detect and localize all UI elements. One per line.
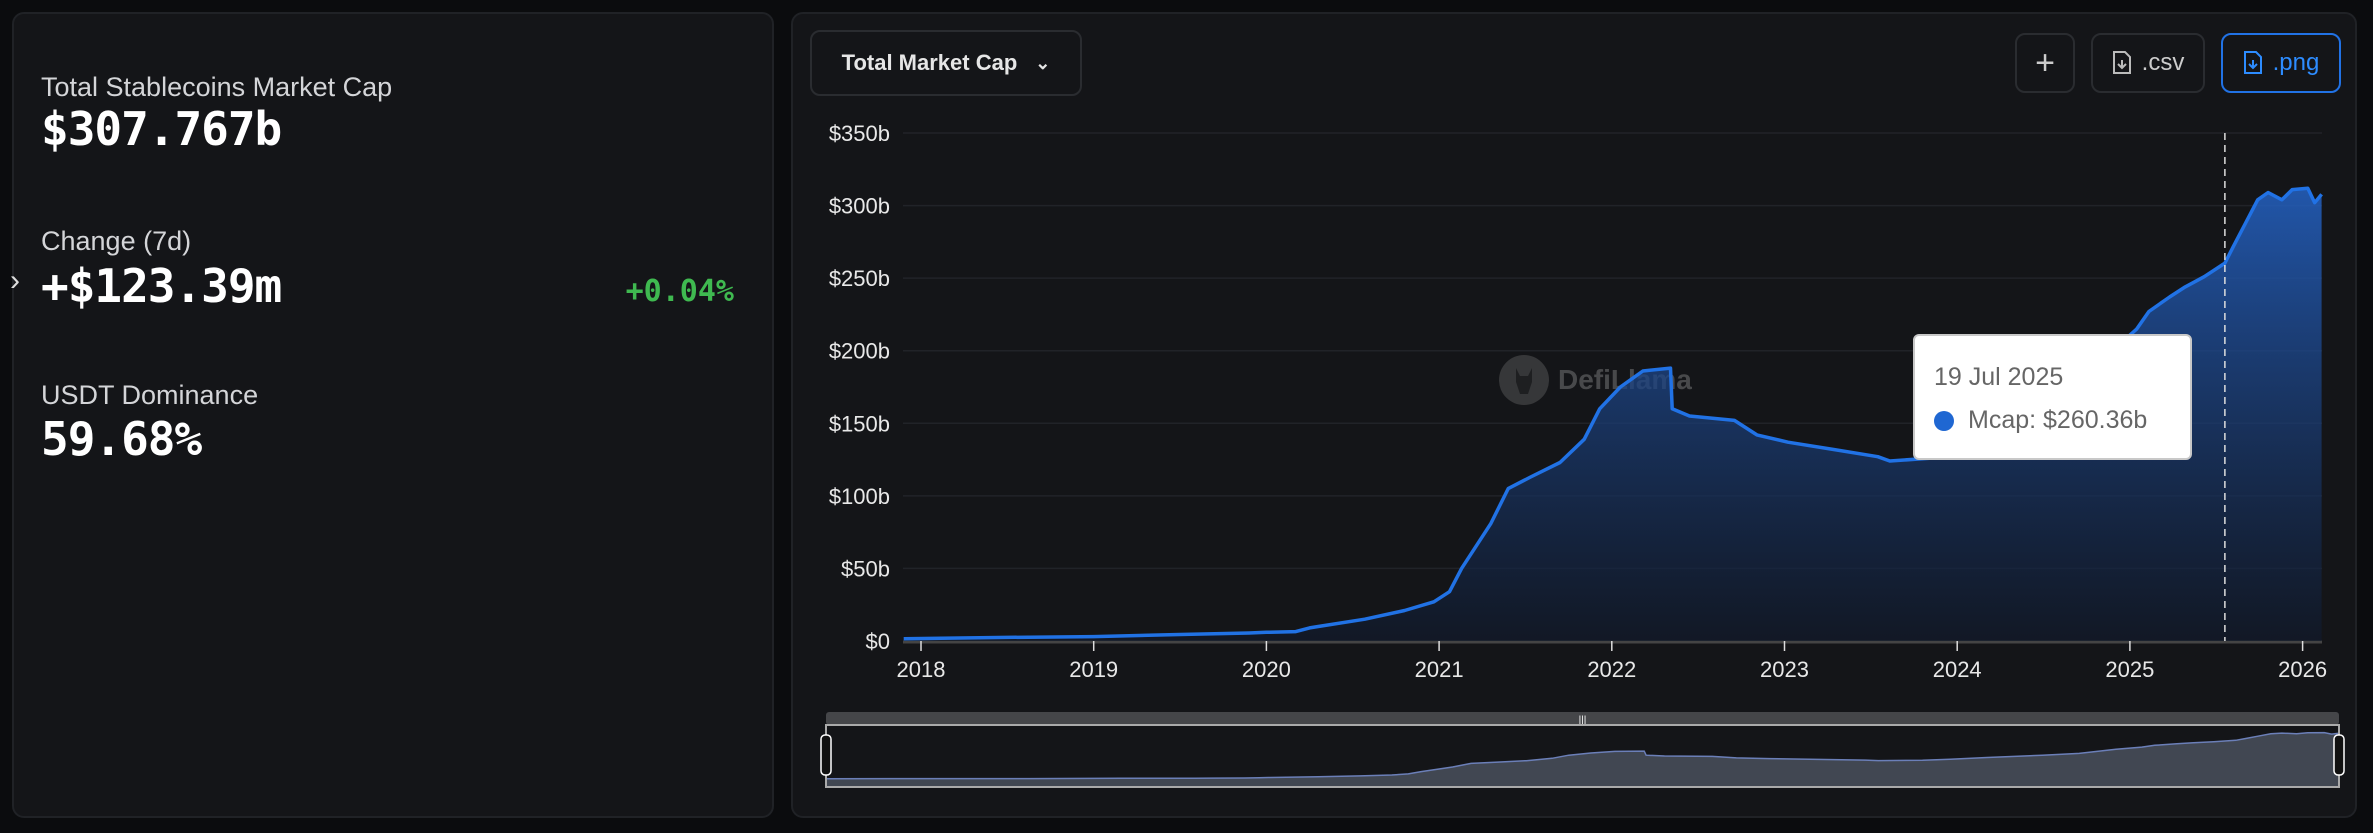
x-tick-label: 2022 [1587, 657, 1636, 682]
y-tick-label: $50b [841, 556, 890, 581]
market-cap-chart[interactable]: $0 $50b $100b $150b $200b $250b $300b $350b 2018… [793, 14, 2355, 816]
y-tick-label: $150b [829, 411, 890, 436]
minimap-area [826, 732, 2339, 787]
y-tick-label: $350b [829, 121, 890, 146]
chevron-down-icon: ⌄ [1035, 52, 1051, 73]
chart-panel: Total Market Cap ⌄ + .csv .png DefiLlama… [791, 12, 2357, 818]
minimap-scrollbar[interactable] [826, 712, 2339, 725]
change-value: +$123.39m [41, 259, 282, 313]
mcap-label: Total Stablecoins Market Cap [41, 72, 393, 102]
minimap-handle[interactable] [2333, 734, 2345, 776]
expand-chevron-icon[interactable]: › [10, 264, 20, 297]
download-png-button[interactable]: .png [2221, 33, 2341, 93]
x-tick-label: 2026 [2278, 657, 2327, 682]
chart-tooltip: 19 Jul 2025 Mcap: $260.36b [1913, 334, 2192, 460]
plus-icon: + [2035, 43, 2055, 82]
dominance-value: 59.68% [41, 412, 202, 466]
mcap-value: $307.767b [41, 102, 282, 156]
y-tick-label: $200b [829, 339, 890, 364]
file-download-icon [2112, 51, 2131, 74]
x-tick-label: 2020 [1242, 657, 1291, 682]
mcap-area [903, 188, 2322, 641]
file-download-icon [2243, 51, 2262, 74]
x-tick-label: 2019 [1069, 657, 1118, 682]
change-percent: +0.04% [625, 274, 734, 309]
y-tick-label: $100b [829, 484, 890, 509]
llama-logo-icon [1499, 355, 1549, 405]
add-button[interactable]: + [2015, 33, 2075, 93]
csv-label: .csv [2141, 49, 2185, 76]
summary-panel: Total Stablecoins Market Cap $307.767b C… [10, 12, 774, 818]
tooltip-date: 19 Jul 2025 [1934, 363, 2064, 391]
dropdown-label: Total Market Cap [841, 50, 1018, 75]
x-tick-label: 2023 [1760, 657, 1809, 682]
minimap-handle[interactable] [820, 734, 832, 776]
download-csv-button[interactable]: .csv [2091, 33, 2205, 93]
chart-type-dropdown[interactable]: Total Market Cap ⌄ [810, 30, 1082, 96]
png-label: .png [2272, 49, 2320, 76]
mcap-line [903, 186, 2323, 641]
y-tick-label: $300b [829, 194, 890, 219]
dominance-label: USDT Dominance [41, 380, 259, 410]
x-tick-label: 2018 [897, 657, 946, 682]
minimap-line [825, 731, 2340, 780]
x-tick-label: 2025 [2105, 657, 2154, 682]
series-dot-icon [1934, 410, 1954, 431]
tooltip-value: Mcap: $260.36b [1968, 406, 2148, 434]
scrollbar-grip-icon: ||| [1579, 715, 1587, 726]
y-tick-label: $250b [829, 266, 890, 291]
x-tick-label: 2021 [1415, 657, 1464, 682]
y-tick-label: $0 [866, 629, 890, 654]
change-label: Change (7d) [41, 226, 192, 256]
x-tick-label: 2024 [1933, 657, 1982, 682]
